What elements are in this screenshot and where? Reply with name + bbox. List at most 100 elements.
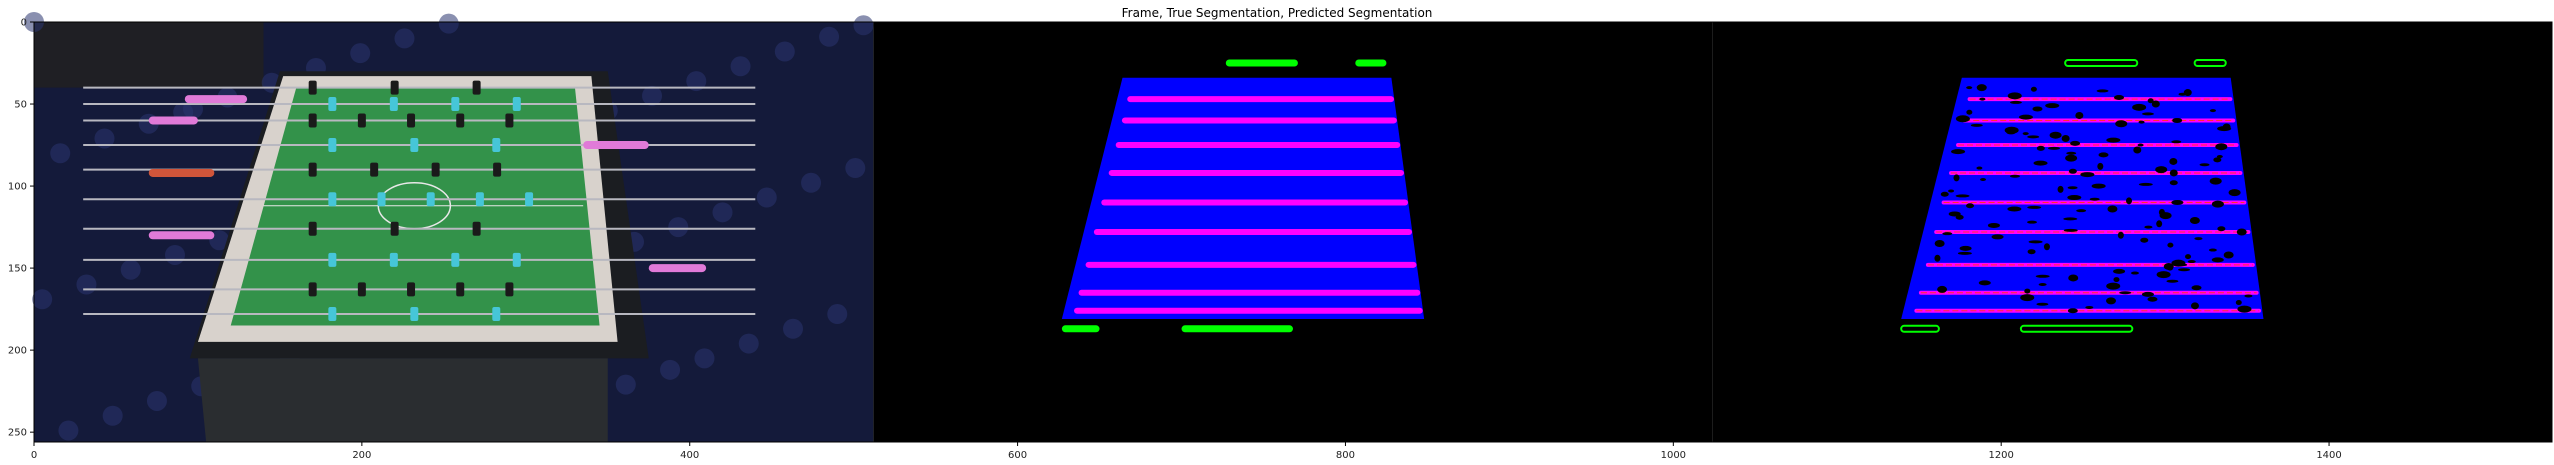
- carpet-pattern: [694, 348, 715, 369]
- prediction-noise: [2228, 189, 2241, 197]
- prediction-noise: [1980, 178, 1987, 181]
- prediction-noise: [2097, 162, 2104, 170]
- player: [505, 113, 514, 128]
- player: [410, 307, 419, 322]
- prediction-noise: [2030, 86, 2037, 92]
- prediction-noise: [2169, 180, 2178, 186]
- y-tick-label: 250: [8, 428, 27, 439]
- carpet-pattern: [686, 71, 707, 92]
- prediction-noise: [2096, 89, 2109, 93]
- prediction-noise: [1959, 245, 1972, 251]
- prediction-noise: [2038, 283, 2047, 286]
- player: [472, 221, 481, 236]
- prediction-noise: [1970, 123, 1983, 127]
- ball-mask: [1900, 324, 1940, 333]
- prediction-noise: [2235, 300, 2242, 306]
- y-tick-label: 50: [14, 100, 27, 111]
- prediction-noise: [2216, 155, 2223, 159]
- prediction-noise: [2089, 197, 2100, 201]
- prediction-noise: [2032, 106, 2043, 112]
- prediction-noise: [2066, 151, 2077, 155]
- carpet-pattern: [120, 259, 141, 280]
- prediction-noise: [2140, 237, 2149, 243]
- x-tick-label: 1400: [2316, 450, 2341, 461]
- ball-mask: [1225, 59, 1298, 67]
- prediction-noise: [2159, 212, 2172, 220]
- player: [390, 221, 399, 236]
- prediction-noise: [1934, 254, 1941, 262]
- carpet-pattern: [730, 56, 751, 77]
- prediction-noise: [2209, 177, 2222, 185]
- player: [357, 282, 366, 297]
- prediction-noise: [2132, 103, 2147, 111]
- prediction-noise: [1955, 194, 1970, 198]
- prediction-noise: [2208, 248, 2217, 252]
- carpet-pattern: [76, 274, 97, 295]
- prediction-noise: [2171, 140, 2182, 144]
- prediction-noise: [2035, 274, 2050, 278]
- x-tick-label: 800: [1336, 450, 1355, 461]
- prediction-noise: [2063, 217, 2078, 221]
- carpet-pattern: [146, 390, 167, 411]
- carpet-pattern: [853, 15, 874, 36]
- prediction-noise: [2007, 206, 2022, 212]
- carpet-pattern: [756, 187, 777, 208]
- carpet-pattern: [94, 128, 115, 149]
- player: [475, 192, 484, 207]
- prediction-noise: [2036, 145, 2045, 151]
- prediction-noise: [2191, 285, 2202, 291]
- prediction-noise: [1953, 174, 1960, 182]
- player: [389, 252, 398, 267]
- prediction-noise: [2156, 271, 2171, 279]
- prediction-noise: [2009, 174, 2020, 178]
- prediction-noise: [2067, 186, 2078, 190]
- prediction-noise: [2173, 263, 2188, 267]
- ball-mask: [1061, 325, 1100, 333]
- prediction-noise: [2189, 217, 2200, 225]
- prediction-noise: [1987, 222, 2000, 228]
- prediction-noise: [2178, 92, 2187, 96]
- prediction-noise: [1937, 285, 1948, 293]
- player: [328, 192, 337, 207]
- prediction-noise: [2075, 112, 2084, 120]
- player: [328, 97, 337, 112]
- prediction-noise: [1991, 234, 2004, 240]
- prediction-noise: [2007, 92, 2022, 100]
- prediction-noise: [2163, 262, 2174, 270]
- x-tick-label: 400: [680, 450, 699, 461]
- table-front: [197, 358, 608, 442]
- prediction-noise: [2194, 237, 2203, 241]
- prediction-noise: [2166, 279, 2179, 283]
- prediction-noise: [2080, 172, 2095, 178]
- x-tick-label: 0: [31, 450, 37, 461]
- prediction-noise: [2004, 126, 2019, 134]
- carpet-pattern: [642, 85, 663, 106]
- player: [407, 113, 416, 128]
- prediction-noise: [1955, 214, 1964, 220]
- table-mask: [1901, 77, 2264, 319]
- prediction-noise: [2027, 135, 2040, 139]
- carpet-pattern: [32, 289, 53, 310]
- player: [308, 282, 317, 297]
- prediction-noise: [2155, 166, 2168, 174]
- player: [451, 97, 460, 112]
- rod-handle: [148, 168, 215, 177]
- prediction-noise: [1948, 189, 1955, 193]
- predicted-segmentation-panel: [1712, 22, 2552, 442]
- prediction-noise: [2119, 291, 2132, 295]
- player: [357, 113, 366, 128]
- prediction-noise: [2057, 185, 2064, 193]
- prediction-noise: [2211, 257, 2224, 263]
- prediction-noise: [2169, 169, 2178, 177]
- rod-handle: [583, 141, 649, 150]
- carpet-pattern: [394, 28, 415, 49]
- prediction-noise: [2190, 302, 2199, 310]
- prediction-noise: [2141, 291, 2154, 297]
- player: [407, 282, 416, 297]
- player: [451, 252, 460, 267]
- prediction-noise: [2130, 271, 2139, 275]
- carpet-pattern: [783, 318, 804, 339]
- player: [456, 282, 465, 297]
- player: [492, 307, 501, 322]
